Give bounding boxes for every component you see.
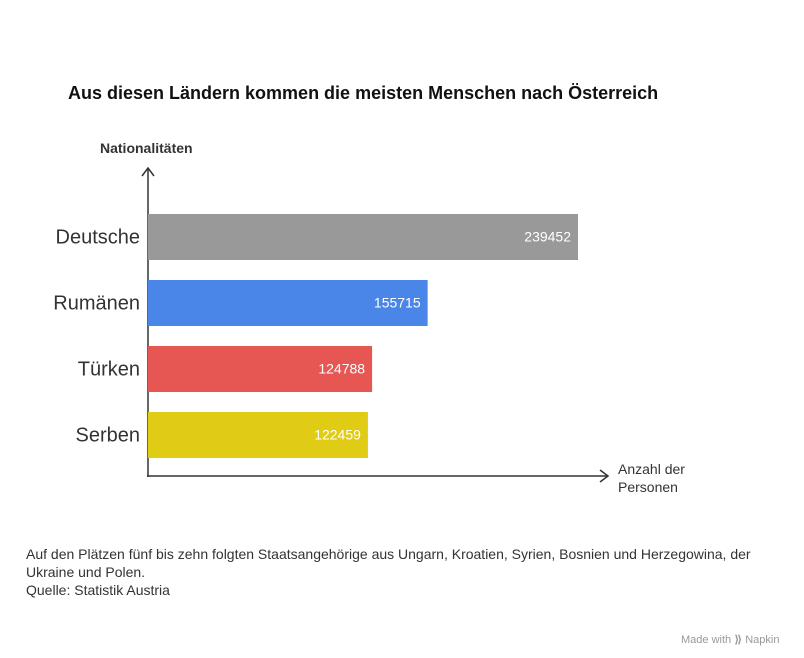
footnote: Auf den Plätzen fünf bis zehn folgten St… [26,546,751,580]
bar [148,280,428,326]
bar [148,214,578,260]
value-label: 122459 [314,427,361,443]
category-label: Deutsche [56,226,141,248]
value-label: 155715 [374,295,421,311]
value-label: 124788 [318,361,365,377]
x-axis-arrow [599,469,610,483]
x-axis-label: Anzahl der Personen [618,461,685,495]
y-axis-label: Nationalitäten [100,140,193,156]
category-label: Türken [78,358,140,380]
value-label: 239452 [524,229,571,245]
category-label: Rumänen [53,292,140,314]
chart-title: Aus diesen Ländern kommen die meisten Me… [68,83,659,103]
watermark-brand: Napkin [745,634,780,646]
category-label: Serben [76,424,141,446]
source: Quelle: Statistik Austria [26,582,170,598]
bar [148,412,368,458]
bar [148,346,373,392]
y-axis-arrow [141,166,155,177]
watermark-prefix: Made with [681,634,732,646]
watermark: Made with ⟫ Napkin [681,634,780,646]
